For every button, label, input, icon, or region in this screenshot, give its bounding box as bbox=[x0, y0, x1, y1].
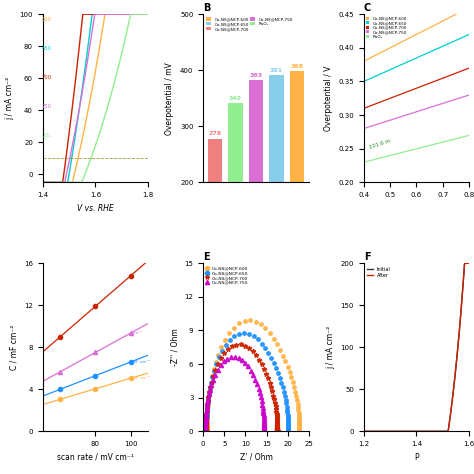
Initial bbox=[381, 428, 386, 434]
After bbox=[466, 260, 472, 266]
Legend: Co-NS@NCP-600, Co-NS@NCP-650, Co-NS@NCP-700, Co-NS@NCP-750, RuO₂: Co-NS@NCP-600, Co-NS@NCP-650, Co-NS@NCP-… bbox=[205, 16, 293, 32]
Y-axis label: j / mA cm⁻²: j / mA cm⁻² bbox=[5, 77, 14, 120]
X-axis label: Z' / Ohm: Z' / Ohm bbox=[239, 453, 273, 462]
Text: mF cm⁻²: mF cm⁻² bbox=[132, 360, 150, 364]
Text: 391: 391 bbox=[270, 68, 283, 73]
Y-axis label: Overpotential / V: Overpotential / V bbox=[324, 65, 333, 131]
After bbox=[461, 269, 467, 275]
X-axis label: P: P bbox=[414, 453, 419, 462]
After bbox=[365, 428, 371, 434]
After bbox=[389, 428, 395, 434]
Legend: Initial, After: Initial, After bbox=[366, 265, 392, 279]
Text: 600: 600 bbox=[41, 18, 52, 22]
Bar bbox=[249, 80, 263, 294]
After bbox=[457, 318, 463, 323]
Text: 700: 700 bbox=[41, 75, 52, 80]
Legend: Co-NS@NCP-600, Co-NS@NCP-650, Co-NS@NCP-700, Co-NS@NCP-750: Co-NS@NCP-600, Co-NS@NCP-650, Co-NS@NCP-… bbox=[205, 265, 249, 286]
Text: B: B bbox=[203, 3, 210, 13]
Text: uO₂: uO₂ bbox=[41, 133, 51, 138]
Text: mF cm⁻²: mF cm⁻² bbox=[132, 376, 150, 380]
Initial bbox=[462, 260, 468, 266]
Initial bbox=[461, 269, 467, 275]
Text: 750: 750 bbox=[41, 104, 52, 109]
Text: 650: 650 bbox=[41, 46, 52, 51]
Initial bbox=[367, 428, 373, 434]
Text: cm⁻²: cm⁻² bbox=[132, 331, 143, 335]
Text: 342: 342 bbox=[229, 96, 242, 100]
After bbox=[462, 260, 468, 266]
Legend: Co-NS@NCP-600, Co-NS@NCP-650, Co-NS@NCP-700, Co-NS@NCP-750, RuO₂: Co-NS@NCP-600, Co-NS@NCP-650, Co-NS@NCP-… bbox=[366, 16, 408, 39]
After bbox=[367, 428, 373, 434]
Bar bbox=[208, 139, 222, 294]
Initial bbox=[466, 260, 472, 266]
Text: 383: 383 bbox=[249, 73, 263, 78]
After bbox=[381, 428, 386, 434]
After bbox=[361, 428, 366, 434]
Text: 101.6 m: 101.6 m bbox=[369, 138, 392, 150]
Y-axis label: -Z'' / Ohm: -Z'' / Ohm bbox=[170, 328, 179, 366]
Text: C: C bbox=[364, 3, 371, 13]
X-axis label: V vs. RHE: V vs. RHE bbox=[77, 204, 114, 213]
X-axis label: scan rate / mV cm⁻¹: scan rate / mV cm⁻¹ bbox=[57, 453, 134, 462]
Bar bbox=[290, 72, 304, 294]
Line: After: After bbox=[364, 263, 469, 431]
Initial bbox=[365, 428, 371, 434]
Y-axis label: j / mA cm⁻²: j / mA cm⁻² bbox=[326, 326, 335, 369]
Y-axis label: Overpotential / mV: Overpotential / mV bbox=[165, 62, 174, 135]
Text: E: E bbox=[203, 252, 210, 263]
Initial bbox=[361, 428, 366, 434]
Text: 278: 278 bbox=[209, 131, 222, 137]
Line: Initial: Initial bbox=[364, 263, 469, 431]
Text: 398: 398 bbox=[290, 64, 303, 69]
Bar bbox=[269, 75, 283, 294]
Y-axis label: C / mF cm⁻²: C / mF cm⁻² bbox=[9, 325, 18, 370]
Initial bbox=[389, 428, 395, 434]
Initial bbox=[457, 318, 463, 323]
Text: F: F bbox=[364, 252, 370, 263]
Bar bbox=[228, 103, 243, 294]
